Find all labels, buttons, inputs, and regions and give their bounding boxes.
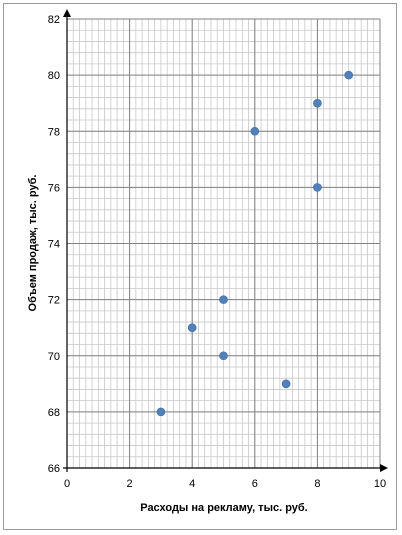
y-tick-label: 66 [48, 463, 60, 475]
x-tick-label: 0 [64, 478, 70, 490]
x-axis-label: Расходы на рекламу, тыс. руб. [140, 502, 307, 514]
x-tick-label: 4 [189, 478, 195, 490]
data-point [313, 183, 322, 192]
data-points [156, 70, 354, 417]
y-axis-label: Объем продаж, тыс. руб. [27, 175, 39, 312]
y-tick-label: 78 [48, 126, 60, 138]
y-tick-label: 80 [48, 70, 60, 82]
y-tick-label: 82 [48, 14, 60, 26]
x-tick-label: 10 [374, 478, 386, 490]
data-point [219, 295, 228, 304]
data-point [344, 70, 354, 80]
x-tick-labels: 0 2 4 6 8 10 [64, 478, 386, 490]
data-point [187, 323, 197, 332]
data-point [156, 407, 166, 417]
x-tick-label: 6 [252, 478, 258, 490]
data-point [219, 351, 228, 361]
x-tick-label: 2 [127, 478, 133, 490]
axes [63, 9, 388, 472]
x-axis-arrow [380, 464, 388, 472]
chart-frame [3, 3, 397, 530]
y-tick-label: 68 [48, 407, 60, 419]
y-tick-label: 74 [48, 239, 60, 251]
y-tick-labels: 66 68 70 72 74 76 78 80 82 [48, 14, 60, 475]
x-tick-label: 8 [314, 478, 320, 490]
y-axis-arrow [63, 9, 71, 17]
y-tick-label: 76 [48, 182, 60, 194]
y-tick-label: 72 [48, 295, 60, 307]
data-point [250, 126, 260, 136]
data-point [281, 379, 291, 389]
data-point [313, 98, 322, 108]
y-tick-label: 70 [48, 351, 60, 363]
